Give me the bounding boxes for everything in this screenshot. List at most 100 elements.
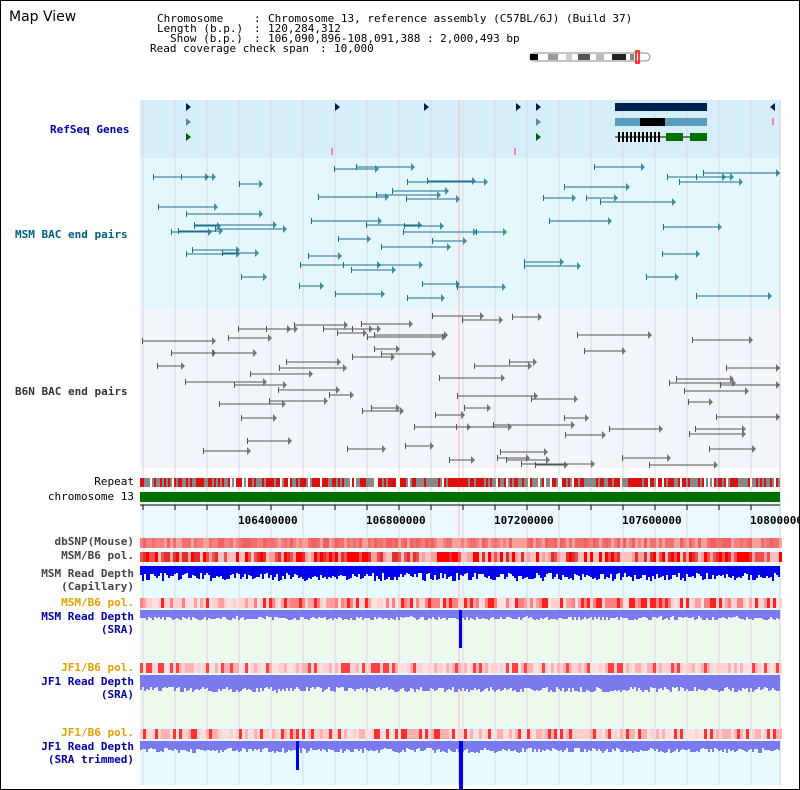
pol-mark (173, 552, 176, 562)
pol-mark (179, 552, 182, 562)
gene-arrow (424, 103, 429, 111)
depth-bar (396, 675, 398, 692)
repeat-mark (270, 478, 272, 487)
depth-bar (350, 566, 352, 578)
msm-bac-pair (564, 184, 565, 190)
msm-bac-pair (381, 244, 382, 250)
depth-bar (372, 610, 374, 620)
b6n-bac-pair (776, 381, 780, 389)
depth-bar (614, 741, 616, 751)
depth-bar (742, 610, 744, 619)
repeat-mark (720, 478, 722, 487)
depth-bar (292, 741, 294, 750)
dbsnp-mark (455, 538, 458, 548)
dbsnp-mark (266, 538, 269, 548)
depth-bar (224, 610, 226, 617)
dbsnp-mark (533, 538, 536, 548)
depth-bar (762, 675, 764, 689)
repeat-mark (684, 478, 686, 487)
pol-mark (749, 598, 752, 608)
dbsnp-mark (629, 538, 632, 548)
depth-bar (302, 675, 304, 691)
pol-mark (590, 598, 593, 608)
depth-bar (534, 610, 536, 620)
b6n-bac-pair (439, 375, 440, 381)
depth-bar (192, 610, 194, 617)
dbsnp-mark (536, 538, 539, 548)
depth-bar (496, 741, 498, 752)
depth-bar (412, 610, 414, 617)
pol-mark (362, 663, 365, 673)
repeat-mark (674, 478, 676, 487)
pol-mark (152, 729, 155, 739)
depth-bar (678, 566, 680, 573)
b6n-bac-pair (288, 437, 292, 445)
depth-bar (748, 675, 750, 692)
depth-bar (544, 741, 546, 751)
pol-mark (518, 729, 521, 739)
depth-bar (144, 741, 146, 749)
depth-bar (350, 610, 352, 618)
dbsnp-mark (185, 538, 188, 548)
msm-bac-pair (241, 274, 242, 280)
repeat-mark (618, 478, 620, 487)
depth-bar (162, 675, 164, 688)
repeat-mark (288, 478, 290, 487)
depth-bar (520, 566, 522, 576)
depth-bar (440, 741, 442, 752)
pol-mark (212, 598, 215, 608)
pol-mark (548, 663, 551, 673)
dbsnp-mark (476, 538, 479, 548)
repeat-mark (698, 478, 700, 487)
repeat-mark (316, 478, 318, 487)
pol-mark (299, 552, 302, 562)
pol-mark (497, 598, 500, 608)
pol-mark (665, 729, 668, 739)
depth-bar (420, 610, 422, 617)
pol-mark (413, 552, 416, 562)
depth-bar (430, 610, 432, 619)
depth-bar (606, 566, 608, 577)
depth-bar (464, 610, 466, 620)
msm-bac-pair (392, 188, 393, 194)
pol-mark (548, 552, 551, 562)
gene-block (640, 118, 665, 126)
msm-bac-pair (381, 290, 385, 298)
depth-bar (456, 675, 458, 692)
depth-bar (406, 741, 408, 748)
b6n-bac-pair (361, 321, 362, 327)
repeat-mark (766, 478, 768, 487)
depth-spike (459, 610, 462, 648)
repeat-mark (344, 478, 346, 487)
msm-bac-pair (153, 174, 154, 180)
repeat-mark (656, 478, 658, 487)
pol-mark (284, 552, 287, 562)
pol-mark (752, 598, 755, 608)
msm-bac-pair (422, 281, 423, 287)
pol-mark (380, 663, 383, 673)
depth-bar (468, 675, 470, 692)
depth-bar (262, 566, 264, 579)
repeat-mark (718, 478, 720, 487)
depth-bar (326, 610, 328, 620)
pol-mark (455, 598, 458, 608)
depth-bar (256, 675, 258, 688)
pol-mark (653, 729, 656, 739)
depth-bar (394, 741, 396, 752)
depth-bar (498, 675, 500, 689)
repeat-mark (660, 478, 662, 487)
depth-bar (150, 741, 152, 748)
pol-mark (650, 729, 653, 739)
pol-mark (302, 729, 305, 739)
depth-bar (176, 675, 178, 688)
msm-bac-pair (194, 222, 195, 228)
depth-bar (368, 675, 370, 688)
pol-mark (413, 729, 416, 739)
depth-bar (278, 741, 280, 752)
depth-bar (162, 741, 164, 752)
b6n-bac-pair (521, 461, 522, 467)
repeat-mark (740, 478, 742, 487)
b6n-bac-pair (282, 400, 286, 408)
depth-bar (394, 566, 396, 577)
